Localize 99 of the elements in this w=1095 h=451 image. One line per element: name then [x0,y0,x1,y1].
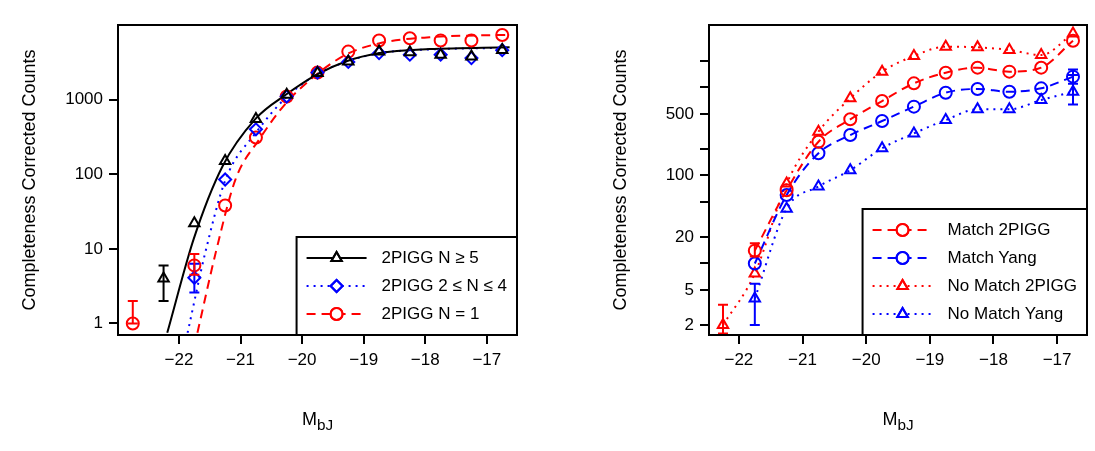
x-tick-label: −18 [410,349,440,369]
y-tick-label: 20 [675,226,694,246]
y-tick-label: 2 [684,314,694,334]
point [938,65,953,80]
point [779,188,794,203]
y-tick-label: 1000 [65,89,103,109]
point [402,47,417,62]
y-tick-label: 100 [665,165,694,185]
point [496,42,509,54]
x-tick-label: −19 [915,349,945,369]
point [1003,42,1016,54]
point [875,94,890,109]
legend-label: 2PIGG N ≥ 5 [381,247,479,267]
point [372,46,387,61]
point [495,27,510,42]
point [1002,84,1017,99]
y-tick-label: 500 [665,103,694,123]
point [1002,64,1017,79]
point [747,256,762,271]
point [811,134,826,149]
legend-label: No Match Yang [947,303,1064,323]
point [1034,81,1049,96]
point [372,44,386,56]
point [218,154,232,166]
point [157,271,170,283]
point [280,87,293,99]
legend-label: 2PIGG N = 1 [381,303,480,323]
point [1066,33,1080,48]
point [971,40,984,52]
point [1066,26,1080,38]
point [249,111,263,123]
point [906,76,921,91]
point [779,183,794,198]
point [1003,102,1016,114]
point [844,91,857,103]
point [906,99,921,114]
point [780,176,793,188]
point [843,128,858,143]
x-tick-label: −17 [472,349,502,369]
point [372,33,387,48]
point [187,258,202,273]
point [748,266,762,278]
y-tick-label: 10 [84,238,103,258]
point [844,163,857,175]
point [970,81,985,96]
point [811,146,826,161]
x-tick-label: −22 [164,349,194,369]
point [970,60,985,75]
legend-label: 2PIGG 2 ≤ N ≤ 4 [381,275,508,295]
point [248,122,263,137]
point [939,39,952,51]
x-tick-label: −21 [788,349,817,369]
point [875,141,889,153]
legend-label: Match Yang [947,247,1037,267]
point [812,179,825,191]
x-tick-label: −20 [287,349,317,369]
point [402,31,417,46]
point [1034,60,1049,75]
point [843,112,858,127]
point [433,33,448,48]
x-tick-label: −22 [724,349,754,369]
x-tick-label: −21 [226,349,255,369]
point [464,33,479,48]
point [907,48,921,60]
point [218,172,233,187]
point [939,113,952,125]
y-axis-title: Completeness Corrected Counts [609,49,630,311]
point [465,49,478,61]
point [812,124,825,136]
point [218,198,233,213]
point [464,51,479,66]
point [341,44,356,59]
point [907,126,921,138]
point [875,114,890,129]
point [248,130,263,145]
x-tick-label: −19 [349,349,379,369]
point [875,64,889,76]
legend-label: No Match 2PIGG [947,275,1077,295]
y-axis-title: Completeness Corrected Counts [18,49,39,311]
point [1034,93,1048,104]
point [748,291,762,303]
y-tick-label: 1 [93,313,103,333]
point [938,85,953,100]
legend-label: Match 2PIGG [947,219,1051,239]
y-tick-label: 100 [74,163,103,183]
point [1034,48,1048,59]
x-tick-label: −17 [1042,349,1072,369]
point [971,102,984,114]
point [125,316,140,331]
point [780,201,793,213]
point [1066,84,1080,96]
x-tick-label: −20 [851,349,881,369]
x-tick-label: −18 [979,349,1008,369]
point [403,45,417,57]
point [188,216,201,228]
y-tick-label: 5 [684,279,694,299]
point [495,43,510,58]
point [187,270,202,285]
point [716,318,730,330]
